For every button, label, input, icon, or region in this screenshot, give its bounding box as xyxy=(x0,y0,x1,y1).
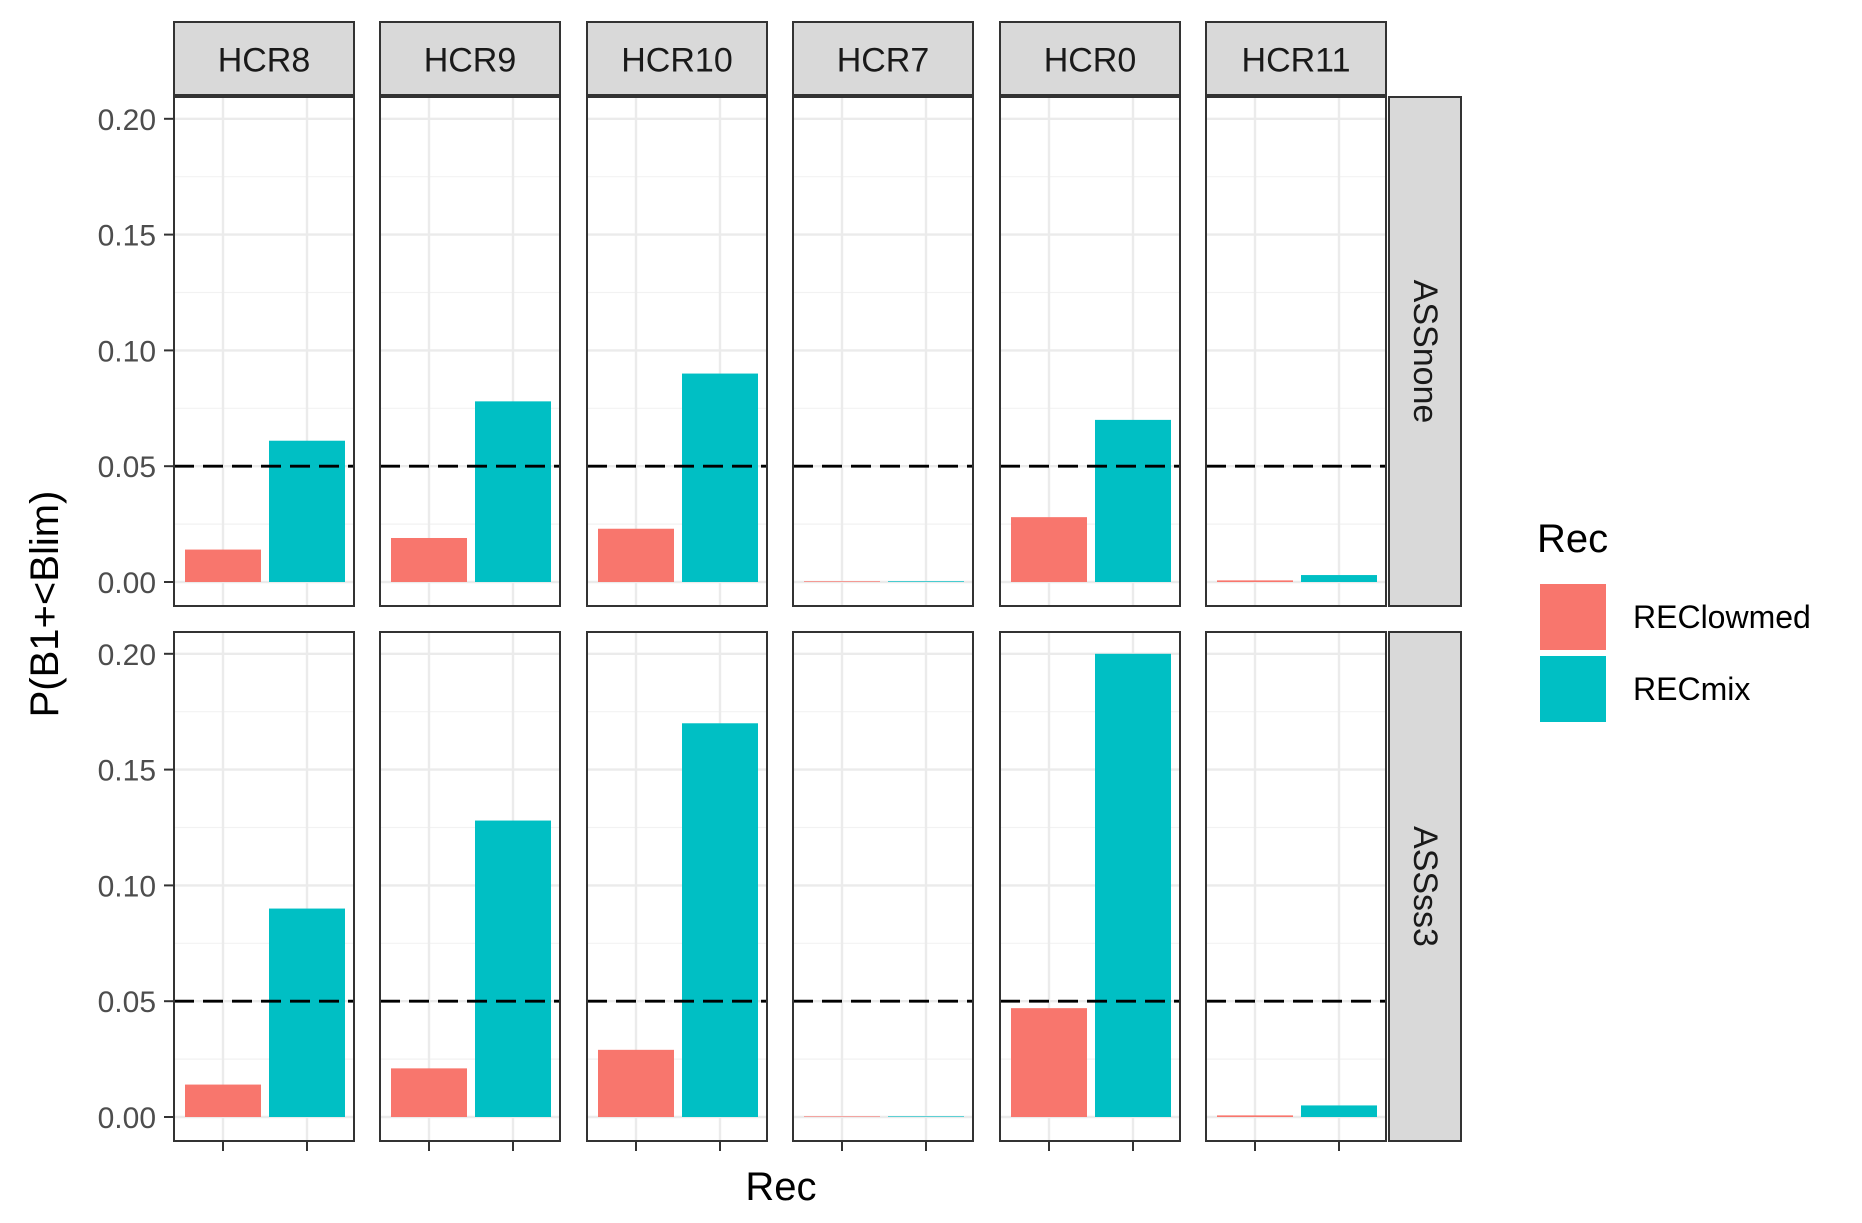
bar-recmix xyxy=(1095,653,1171,1117)
facet-strip-hcr9 xyxy=(379,21,561,96)
legend-key-reclowmed xyxy=(1540,584,1606,650)
panel-border xyxy=(173,631,355,1142)
y-tick-label: 0.20 xyxy=(98,639,156,672)
panel-border xyxy=(379,96,561,607)
panel-border xyxy=(379,631,561,1142)
legend-label: RECmix xyxy=(1633,671,1750,707)
bar-reclowmed xyxy=(1011,517,1087,582)
y-tick-label: 0.00 xyxy=(98,567,156,600)
y-tick-label: 0.10 xyxy=(98,335,156,368)
facet-row-strip-label: ASSnone xyxy=(1406,280,1444,424)
bar-recmix xyxy=(475,820,551,1117)
panel-border xyxy=(999,631,1181,1142)
facet-row-strip-label: ASSss3 xyxy=(1406,826,1444,947)
y-tick-label: 0.10 xyxy=(98,870,156,903)
bar-reclowmed xyxy=(804,581,880,582)
panel-border xyxy=(1205,96,1387,607)
panel-border xyxy=(999,96,1181,607)
bar-reclowmed xyxy=(1217,580,1293,582)
facet-strip-hcr10 xyxy=(586,21,768,96)
y-axis-title: P(B1+<Blim) xyxy=(23,491,67,718)
bar-reclowmed xyxy=(391,537,467,582)
facet-strip-label: HCR7 xyxy=(837,42,930,80)
panel-border xyxy=(1205,631,1387,1142)
facet-row-strip-assnone xyxy=(1388,96,1462,607)
facet-strip-label: HCR9 xyxy=(424,42,517,80)
facet-strip-hcr7 xyxy=(792,21,974,96)
panel-border xyxy=(586,96,768,607)
panel-border xyxy=(173,96,355,607)
facet-strip-hcr11 xyxy=(1205,21,1387,96)
facet-strip-label: HCR8 xyxy=(218,42,311,80)
bar-recmix xyxy=(269,908,345,1117)
bar-recmix xyxy=(1095,419,1171,582)
bar-recmix xyxy=(1301,1105,1377,1117)
panel-border xyxy=(792,96,974,607)
bar-reclowmed xyxy=(1217,1115,1293,1117)
facet-strip-label: HCR11 xyxy=(1242,42,1351,80)
bar-reclowmed xyxy=(1011,1008,1087,1117)
bar-recmix xyxy=(888,1116,964,1117)
y-tick-label: 0.20 xyxy=(98,104,156,137)
legend-title: Rec xyxy=(1537,517,1608,561)
panel-border xyxy=(792,631,974,1142)
bar-recmix xyxy=(269,440,345,582)
panel-border xyxy=(586,631,768,1142)
facet-strip-label: HCR0 xyxy=(1044,42,1137,80)
y-tick-label: 0.15 xyxy=(98,755,156,788)
legend-key-recmix xyxy=(1540,656,1606,722)
x-axis-title: Rec xyxy=(745,1165,816,1209)
bar-reclowmed xyxy=(598,1049,674,1117)
bar-recmix xyxy=(888,581,964,582)
facet-row-strip-assss3 xyxy=(1388,631,1462,1142)
bar-reclowmed xyxy=(598,528,674,582)
y-tick-label: 0.00 xyxy=(98,1102,156,1135)
facet-strip-hcr0 xyxy=(999,21,1181,96)
legend-label: REClowmed xyxy=(1633,599,1811,635)
bar-reclowmed xyxy=(185,549,261,582)
facet-strip-label: HCR10 xyxy=(621,42,732,80)
bar-reclowmed xyxy=(185,1084,261,1117)
facet-strip-hcr8 xyxy=(173,21,355,96)
bar-recmix xyxy=(475,401,551,582)
y-tick-label: 0.15 xyxy=(98,220,156,253)
bar-recmix xyxy=(682,373,758,582)
bar-recmix xyxy=(682,723,758,1117)
bar-recmix xyxy=(1301,575,1377,582)
bar-reclowmed xyxy=(391,1068,467,1117)
y-tick-label: 0.05 xyxy=(98,451,156,484)
y-tick-label: 0.05 xyxy=(98,986,156,1019)
bar-reclowmed xyxy=(804,1116,880,1117)
